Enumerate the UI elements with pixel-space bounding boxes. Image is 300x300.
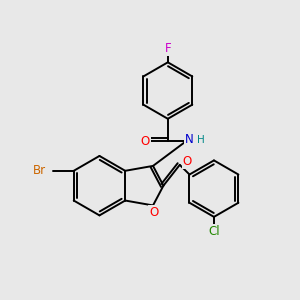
Text: O: O [149,206,158,219]
Text: O: O [140,135,150,148]
Text: Cl: Cl [208,225,220,238]
Text: N: N [185,134,194,146]
Text: Br: Br [33,164,46,177]
Text: O: O [183,155,192,168]
Text: F: F [164,42,171,56]
Text: H: H [197,135,205,145]
